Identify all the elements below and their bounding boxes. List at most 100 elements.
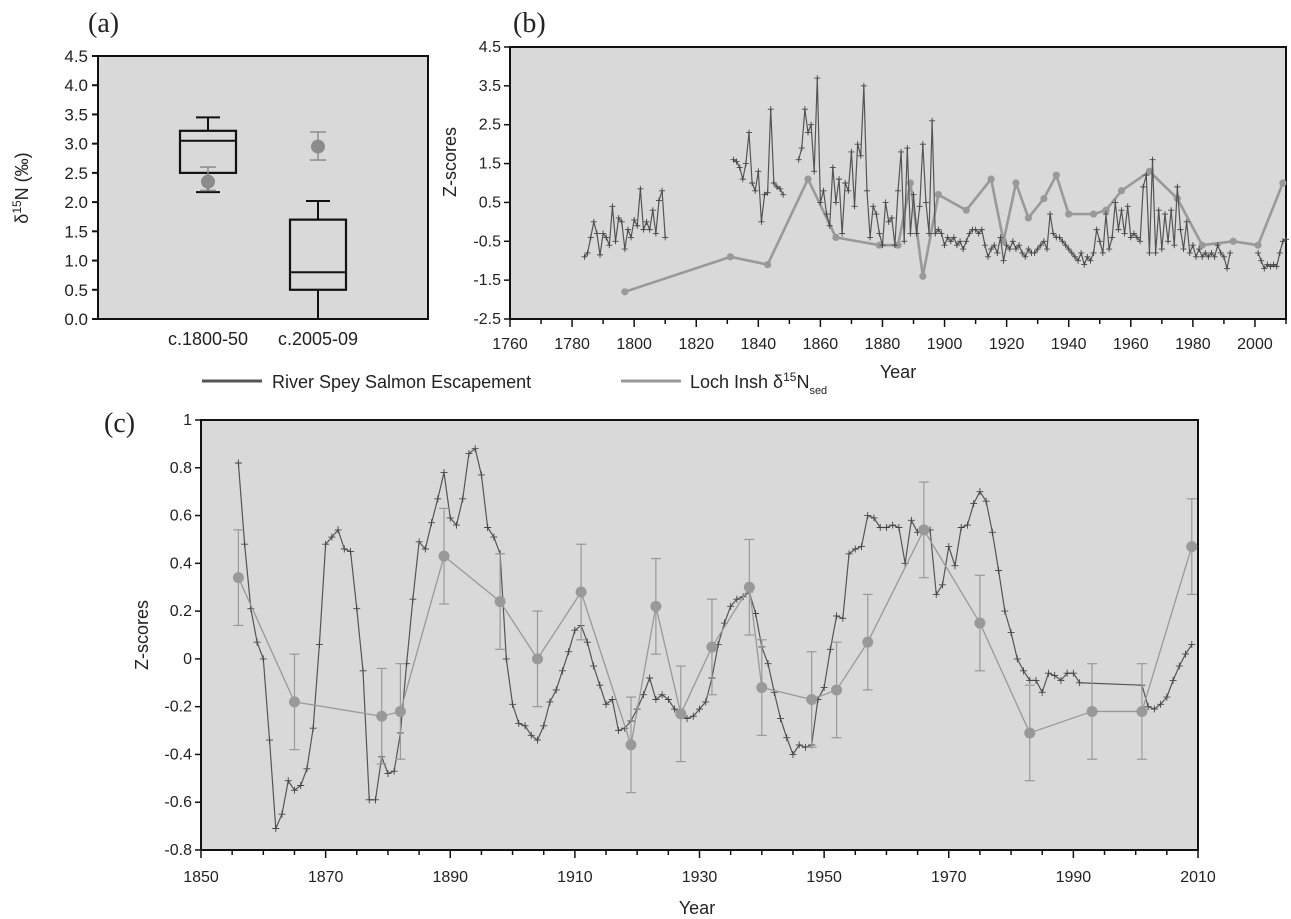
- sediment-point: [832, 233, 840, 241]
- salmon-point: [521, 722, 529, 730]
- salmon-point: [1279, 238, 1286, 245]
- panel-c-y-tick-label: 0.4: [170, 555, 192, 572]
- salmon-point: [817, 199, 824, 206]
- salmon-point: [624, 226, 631, 233]
- salmon-point: [730, 156, 737, 163]
- salmon-point: [1059, 238, 1066, 245]
- salmon-point: [1174, 183, 1181, 190]
- salmon-point: [801, 106, 808, 113]
- legend-sediment-n: N: [796, 372, 809, 392]
- salmon-point: [1026, 676, 1034, 684]
- salmon-point: [600, 230, 607, 237]
- salmon-point: [907, 230, 914, 237]
- sediment-point: [1065, 210, 1073, 218]
- salmon-point: [1022, 253, 1029, 260]
- salmon-point: [637, 185, 644, 192]
- salmon-point: [1016, 242, 1023, 249]
- salmon-point: [1130, 230, 1137, 237]
- salmon-point: [515, 719, 523, 727]
- salmon-point: [945, 543, 953, 551]
- salmon-point: [353, 605, 361, 613]
- salmon-point: [1099, 249, 1106, 256]
- salmon-point: [655, 197, 662, 204]
- panel-a-letter: (a): [88, 8, 119, 39]
- salmon-point: [978, 226, 985, 233]
- sediment-point: [974, 617, 986, 629]
- salmon-point: [1196, 246, 1203, 253]
- sediment-point: [1052, 171, 1060, 179]
- salmon-point: [970, 500, 978, 508]
- salmon-point: [857, 152, 864, 159]
- salmon-point: [643, 218, 650, 225]
- salmon-point: [1205, 253, 1212, 260]
- salmon-point: [733, 595, 741, 603]
- salmon-point: [1081, 261, 1088, 268]
- salmon-point: [340, 545, 348, 553]
- panel-a-y-tick-label: 0.0: [64, 310, 88, 329]
- salmon-point: [603, 234, 610, 241]
- panel-b-y-tick-label: -1.5: [473, 272, 501, 289]
- legend-sediment-text: Loch Insh δ: [690, 372, 783, 392]
- panel-a-category-label: c.1800-50: [168, 329, 248, 349]
- salmon-point: [808, 121, 815, 128]
- salmon-point: [1034, 246, 1041, 253]
- salmon-point: [1182, 650, 1190, 658]
- legend: River Spey Salmon Escapement Loch Insh δ…: [202, 370, 827, 397]
- salmon-point: [976, 488, 984, 496]
- salmon-point: [851, 203, 858, 210]
- salmon-point: [783, 734, 791, 742]
- salmon-point: [1025, 246, 1032, 253]
- salmon-point: [1001, 607, 1009, 615]
- salmon-point: [415, 538, 423, 546]
- salmon-point: [1169, 676, 1177, 684]
- sediment-point: [875, 241, 883, 249]
- salmon-point: [926, 230, 933, 237]
- legend-sediment-sup: 15: [783, 370, 797, 384]
- salmon-point: [1168, 207, 1175, 214]
- salmon-point: [606, 242, 613, 249]
- salmon-point: [452, 521, 460, 529]
- salmon-point: [1137, 238, 1144, 245]
- salmon-point: [1096, 238, 1103, 245]
- salmon-point: [1214, 242, 1221, 249]
- salmon-point: [1224, 265, 1231, 272]
- salmon-point: [1069, 669, 1077, 677]
- sediment-point: [706, 641, 718, 653]
- panel-c-y-tick-label: 0: [183, 651, 192, 668]
- salmon-point: [664, 696, 672, 703]
- panel-a-y-tick-label: 1.0: [64, 252, 88, 271]
- salmon-point: [640, 226, 647, 233]
- panel-c-x-tick-label: 1910: [557, 869, 593, 886]
- salmon-point: [950, 234, 957, 241]
- salmon-point: [1124, 203, 1131, 210]
- panel-b-x-tick-label: 1780: [554, 336, 590, 353]
- salmon-point: [833, 612, 841, 620]
- sediment-point: [1024, 727, 1036, 739]
- salmon-point: [842, 180, 849, 186]
- salmon-point: [888, 214, 895, 221]
- salmon-point: [1150, 705, 1158, 713]
- salmon-point: [727, 602, 735, 610]
- panel-b-x-tick-label: 1900: [927, 336, 963, 353]
- salmon-point: [982, 497, 990, 505]
- panel-c-x-tick-label: 2010: [1180, 869, 1216, 886]
- salmon-point: [981, 242, 988, 249]
- salmon-point: [988, 246, 995, 253]
- panel-c-y-tick-label: 1: [183, 412, 192, 429]
- panel-b-y-tick-label: 2.5: [479, 117, 501, 134]
- salmon-point: [1183, 218, 1190, 225]
- panel-b-x-tick-label: 1940: [1051, 336, 1087, 353]
- sediment-point: [1086, 705, 1098, 717]
- salmon-point: [527, 731, 535, 739]
- sediment-point: [1145, 167, 1154, 175]
- salmon-point: [975, 230, 982, 237]
- salmon-point: [845, 187, 852, 194]
- salmon-point: [848, 148, 855, 155]
- salmon-point: [290, 786, 298, 794]
- salmon-point: [860, 82, 867, 89]
- salmon-point: [780, 191, 787, 198]
- salmon-point: [798, 145, 805, 152]
- panel-c-x-tick-label: 1950: [806, 869, 842, 886]
- salmon-point: [533, 736, 541, 744]
- salmon-line: [798, 77, 1231, 270]
